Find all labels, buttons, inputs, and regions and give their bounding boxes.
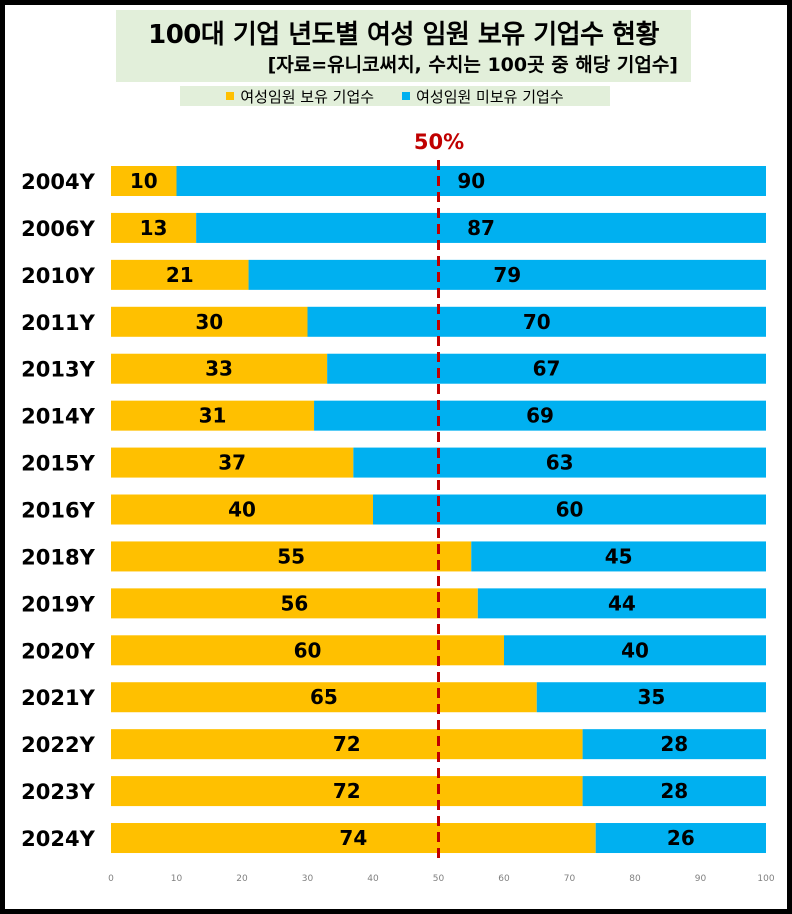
bar-with-female-exec [111, 823, 596, 854]
legend-label-without: 여성임원 미보유 기업수 [416, 87, 564, 106]
bar-with-female-exec [111, 400, 315, 431]
legend: 여성임원 보유 기업수 여성임원 미보유 기업수 [180, 86, 610, 106]
bar-without-female-exec [582, 776, 766, 807]
data-label: 87 [467, 216, 495, 240]
data-label: 28 [660, 779, 688, 803]
data-label: 60 [556, 498, 584, 522]
category-label: 2015Y [21, 452, 95, 476]
category-label: 2016Y [21, 499, 95, 523]
category-label: 2022Y [21, 733, 95, 757]
data-label: 72 [333, 779, 361, 803]
data-label: 44 [608, 591, 636, 615]
bar-without-female-exec [536, 682, 766, 713]
category-label: 2004Y [21, 170, 95, 194]
reference-line-label: 50% [413, 130, 465, 154]
category-label: 2010Y [21, 264, 95, 288]
bar-with-female-exec [111, 447, 354, 478]
data-label: 45 [605, 544, 633, 568]
chart-subtitle: [자료=유니코써치, 수치는 100곳 중 해당 기업수] [267, 54, 678, 76]
data-label: 28 [660, 732, 688, 756]
x-tick-label: 100 [757, 874, 774, 884]
data-label: 33 [205, 357, 233, 381]
title-background [116, 10, 691, 82]
data-label: 40 [228, 498, 256, 522]
bar-without-female-exec [327, 353, 766, 384]
x-tick-label: 20 [236, 874, 248, 884]
category-label: 2013Y [21, 358, 95, 382]
data-label: 13 [140, 216, 168, 240]
legend-item-with: 여성임원 보유 기업수 [226, 86, 374, 107]
bar-without-female-exec [314, 400, 766, 431]
data-label: 31 [199, 404, 227, 428]
category-label: 2021Y [21, 686, 95, 710]
x-tick-label: 30 [302, 874, 314, 884]
bar-with-female-exec [111, 588, 478, 619]
data-label: 21 [166, 263, 194, 287]
data-label: 69 [526, 404, 554, 428]
bar-without-female-exec [582, 729, 766, 760]
data-label: 63 [546, 451, 574, 475]
bar-without-female-exec [307, 306, 766, 337]
category-label: 2006Y [21, 217, 95, 241]
bar-without-female-exec [595, 823, 766, 854]
data-label: 30 [195, 310, 223, 334]
data-label: 67 [533, 357, 561, 381]
data-label: 55 [277, 544, 305, 568]
chart-title: 100대 기업 년도별 여성 임원 보유 기업수 현황 [148, 20, 659, 50]
legend-label-with: 여성임원 보유 기업수 [240, 87, 375, 106]
category-label: 2018Y [21, 545, 95, 569]
bar-without-female-exec [504, 635, 766, 666]
x-tick-label: 50 [433, 874, 445, 884]
x-tick-label: 80 [629, 874, 641, 884]
bar-with-female-exec [111, 494, 373, 525]
data-label: 90 [457, 169, 485, 193]
data-label: 72 [333, 732, 361, 756]
bar-with-female-exec [111, 212, 197, 243]
bar-without-female-exec [176, 166, 766, 196]
category-label: 2023Y [21, 780, 95, 804]
legend-swatch-with [226, 92, 235, 100]
bar-without-female-exec [196, 212, 766, 243]
bar-with-female-exec [111, 306, 308, 337]
bar-without-female-exec [353, 447, 766, 478]
legend-swatch-without [402, 92, 411, 100]
bar-without-female-exec [477, 588, 766, 619]
x-tick-label: 10 [171, 874, 183, 884]
data-label: 37 [218, 451, 246, 475]
category-label: 2020Y [21, 639, 95, 663]
data-label: 70 [523, 310, 551, 334]
data-label: 74 [339, 826, 367, 850]
category-label: 2024Y [21, 827, 95, 851]
category-label: 2014Y [21, 405, 95, 429]
bar-with-female-exec [111, 729, 583, 760]
data-label: 79 [493, 263, 521, 287]
data-label: 65 [310, 685, 338, 709]
x-tick-label: 60 [498, 874, 510, 884]
bar-with-female-exec [111, 353, 328, 384]
x-tick-label: 40 [367, 874, 379, 884]
data-label: 60 [294, 638, 322, 662]
data-label: 56 [280, 591, 308, 615]
data-label: 40 [621, 638, 649, 662]
bar-without-female-exec [471, 541, 766, 572]
bar-with-female-exec [111, 166, 177, 196]
category-label: 2019Y [21, 592, 95, 616]
x-tick-label: 90 [695, 874, 707, 884]
bar-with-female-exec [111, 541, 472, 572]
data-label: 10 [130, 169, 158, 193]
data-label: 35 [637, 685, 665, 709]
bar-with-female-exec [111, 682, 537, 713]
bar-without-female-exec [248, 259, 767, 290]
category-label: 2011Y [21, 311, 95, 335]
x-tick-label: 0 [108, 874, 114, 884]
bar-with-female-exec [111, 259, 249, 290]
legend-item-without: 여성임원 미보유 기업수 [402, 86, 564, 107]
bar-with-female-exec [111, 776, 583, 807]
data-label: 26 [667, 826, 695, 850]
x-tick-label: 70 [564, 874, 576, 884]
